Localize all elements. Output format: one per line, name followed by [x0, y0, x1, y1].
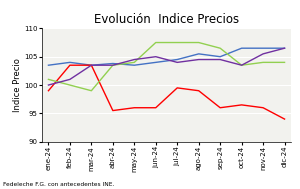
Title: Evolución  Indice Precios: Evolución Indice Precios	[94, 13, 239, 26]
Text: Fedeleche F.G. con antecedentes INE.: Fedeleche F.G. con antecedentes INE.	[3, 182, 114, 187]
Y-axis label: Indice Precio: Indice Precio	[13, 58, 22, 112]
